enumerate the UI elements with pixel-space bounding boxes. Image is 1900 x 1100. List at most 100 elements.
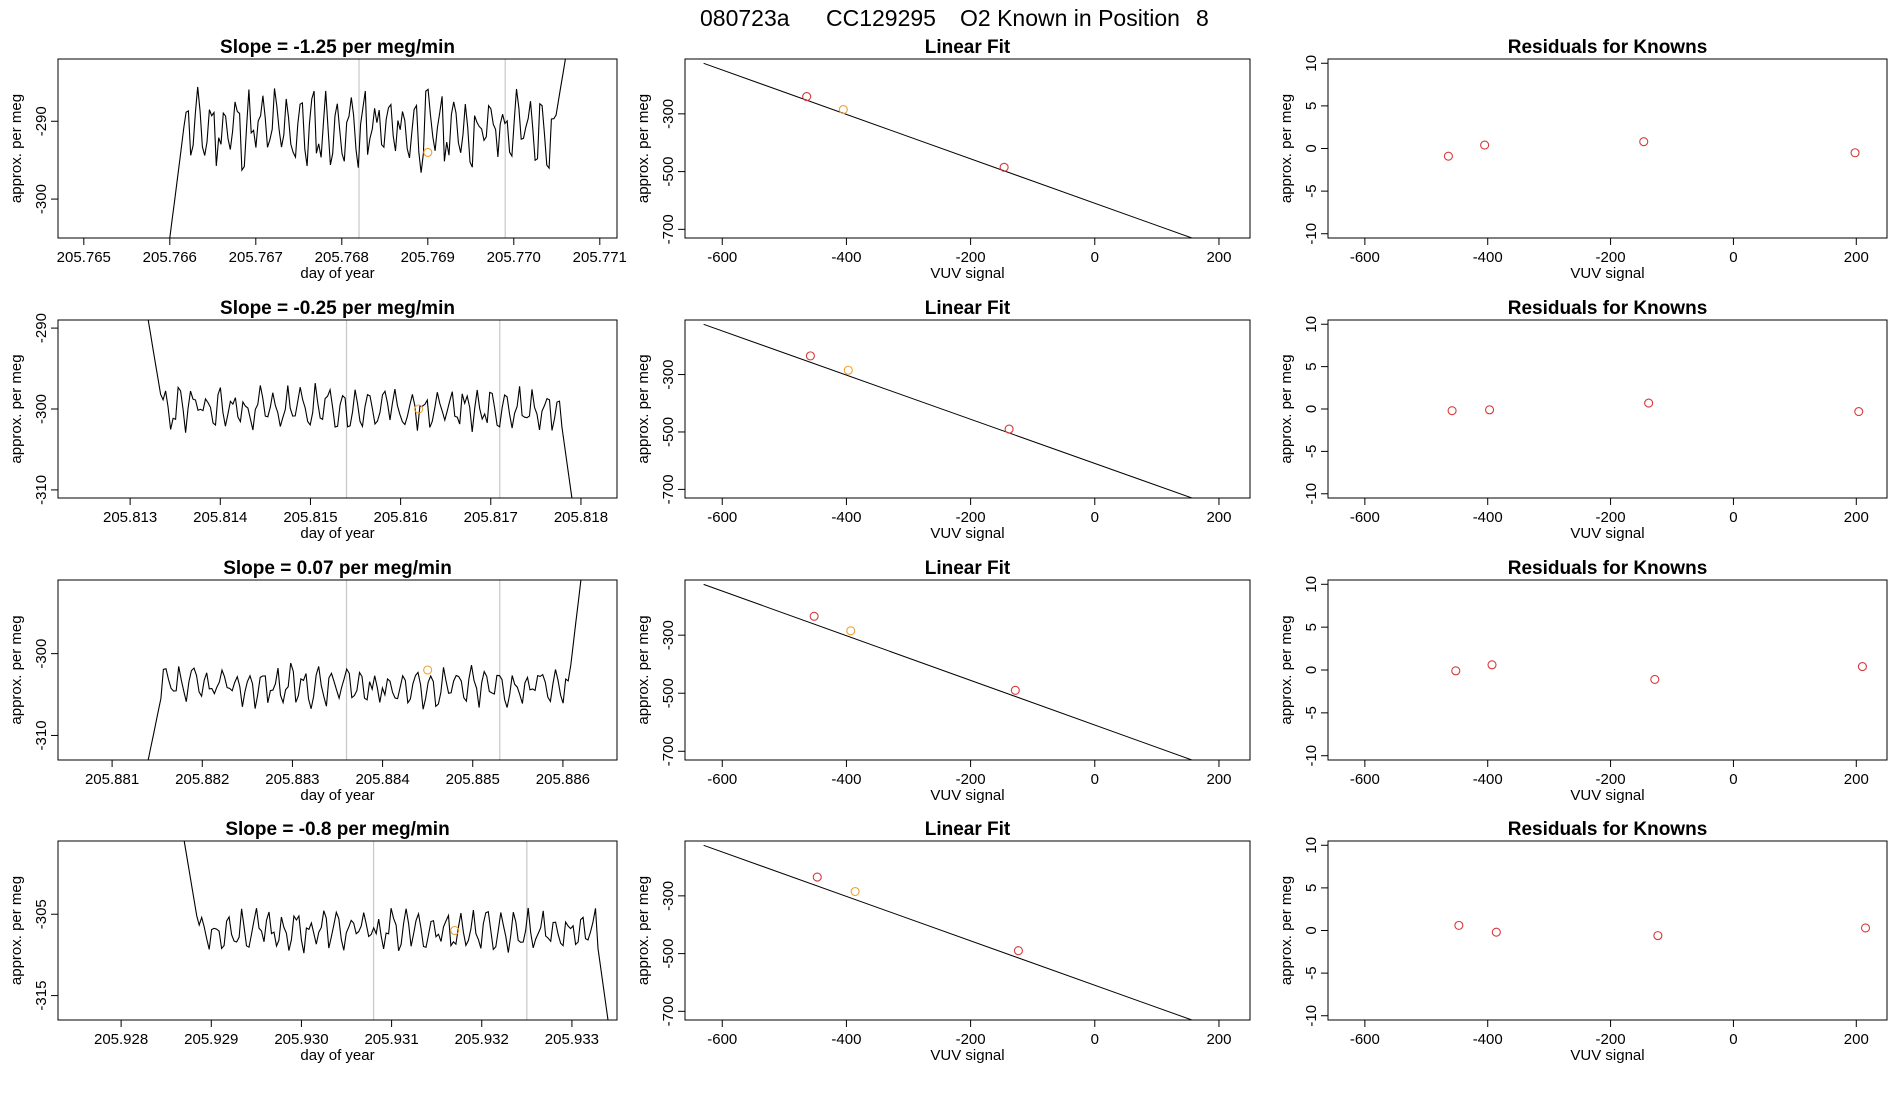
y-tick-label: -10 bbox=[1303, 745, 1320, 767]
panel-linear_fit-3: Linear Fit -600 -400 -200 0 200 -300 -500 -700 VU… bbox=[635, 558, 1251, 804]
x-tick-label: -600 bbox=[707, 1031, 737, 1048]
figure-position-label: O2 Known in Position bbox=[960, 5, 1180, 31]
x-axis-label: VUV signal bbox=[930, 1047, 1004, 1064]
y-tick-label: -300 bbox=[33, 639, 50, 669]
x-tick-label: -200 bbox=[956, 249, 986, 266]
x-tick-label: 205.929 bbox=[184, 1031, 238, 1048]
y-tick-label: -10 bbox=[1303, 1005, 1320, 1027]
x-tick-label: 205.768 bbox=[315, 249, 369, 266]
x-axis-label: VUV signal bbox=[930, 525, 1004, 542]
panel-residuals-4: Residuals for Knowns -600 -400 -200 0 200 10 5 0… bbox=[1278, 819, 1888, 1064]
x-axis-label: VUV signal bbox=[930, 265, 1004, 282]
plot-frame bbox=[1327, 58, 1888, 239]
data-point bbox=[1491, 927, 1501, 937]
x-tick-label: 200 bbox=[1206, 249, 1231, 266]
x-tick-label: -600 bbox=[1350, 249, 1380, 266]
x-tick-label: 205.769 bbox=[401, 249, 455, 266]
plot-area bbox=[183, 841, 609, 1020]
y-tick-label: -300 bbox=[660, 881, 677, 911]
data-point bbox=[1443, 151, 1453, 161]
panel-title: Residuals for Knowns bbox=[1508, 819, 1708, 840]
data-point bbox=[1451, 666, 1461, 676]
x-tick-label: -600 bbox=[707, 771, 737, 788]
x-tick-label: -400 bbox=[831, 771, 861, 788]
y-tick-label: -315 bbox=[33, 981, 50, 1011]
plot-frame bbox=[57, 579, 618, 761]
fit-line bbox=[703, 62, 1194, 238]
panel-title: Linear Fit bbox=[925, 819, 1011, 840]
y-axis-label: approx. per meg bbox=[8, 354, 25, 463]
plot-area bbox=[703, 844, 1194, 1020]
panel-time_series-3: Slope = 0.07 per meg/min 205.881 205.882 20… bbox=[8, 558, 618, 804]
x-tick-label: 0 bbox=[1091, 771, 1099, 788]
x-axis-label: VUV signal bbox=[1570, 265, 1644, 282]
y-tick-label: 10 bbox=[1303, 55, 1320, 72]
y-tick-label: -305 bbox=[33, 899, 50, 929]
panel-time_series-1: Slope = -1.25 per meg/min 205.765 205.766 2… bbox=[8, 37, 627, 282]
x-tick-label: 205.933 bbox=[545, 1031, 599, 1048]
y-tick-label: 10 bbox=[1303, 576, 1320, 593]
plot-area bbox=[1443, 137, 1860, 161]
x-tick-label: 205.884 bbox=[355, 771, 409, 788]
data-point bbox=[1013, 946, 1023, 956]
x-tick-label: 200 bbox=[1206, 771, 1231, 788]
x-tick-label: -400 bbox=[831, 1031, 861, 1048]
x-tick-label: 0 bbox=[1729, 249, 1737, 266]
x-tick-label: 200 bbox=[1844, 249, 1869, 266]
panel-title: Linear Fit bbox=[925, 37, 1011, 58]
panel-residuals-1: Residuals for Knowns -600 -400 -200 0 200 10 5 0… bbox=[1278, 37, 1888, 282]
data-point bbox=[809, 611, 819, 621]
x-tick-label: 205.766 bbox=[143, 249, 197, 266]
data-point bbox=[1650, 674, 1660, 684]
x-tick-label: 0 bbox=[1091, 1031, 1099, 1048]
x-tick-label: 205.816 bbox=[373, 509, 427, 526]
panel-title: Slope = 0.07 per meg/min bbox=[223, 558, 452, 579]
plot-area bbox=[703, 323, 1194, 498]
data-point bbox=[805, 351, 815, 361]
figure-id: 080723a bbox=[700, 5, 790, 31]
data-trace bbox=[183, 841, 609, 1020]
y-axis-label: approx. per meg bbox=[1278, 615, 1295, 724]
data-point bbox=[1010, 685, 1020, 695]
y-tick-label: -700 bbox=[660, 214, 677, 244]
y-tick-label: 0 bbox=[1303, 144, 1320, 152]
y-tick-label: -10 bbox=[1303, 483, 1320, 505]
plot-area bbox=[1451, 660, 1867, 684]
x-tick-label: -400 bbox=[1473, 1031, 1503, 1048]
y-axis-label: approx. per meg bbox=[635, 94, 652, 203]
y-axis-label: approx. per meg bbox=[8, 876, 25, 985]
x-tick-label: -200 bbox=[1596, 249, 1626, 266]
y-tick-label: -500 bbox=[660, 417, 677, 447]
panel-title: Slope = -1.25 per meg/min bbox=[220, 37, 455, 58]
plot-frame bbox=[1327, 579, 1888, 761]
data-point bbox=[1487, 660, 1497, 670]
x-tick-label: 205.882 bbox=[175, 771, 229, 788]
y-tick-label: -300 bbox=[33, 394, 50, 424]
plot-area bbox=[703, 62, 1194, 238]
x-tick-label: -200 bbox=[1596, 509, 1626, 526]
x-tick-label: -600 bbox=[1350, 1031, 1380, 1048]
data-point bbox=[812, 872, 822, 882]
fit-line bbox=[703, 583, 1194, 760]
plot-frame bbox=[684, 58, 1251, 239]
data-point bbox=[1857, 662, 1867, 672]
y-tick-label: 5 bbox=[1303, 102, 1320, 110]
x-tick-label: -600 bbox=[707, 249, 737, 266]
panel-title: Slope = -0.8 per meg/min bbox=[225, 819, 449, 840]
x-tick-label: -200 bbox=[956, 771, 986, 788]
data-point bbox=[1653, 931, 1663, 941]
data-point bbox=[838, 104, 848, 115]
figure-position: 8 bbox=[1196, 5, 1209, 31]
x-axis-label: day of year bbox=[300, 1047, 374, 1064]
y-tick-label: -5 bbox=[1303, 184, 1320, 197]
y-tick-label: -700 bbox=[660, 736, 677, 766]
y-tick-label: -500 bbox=[660, 678, 677, 708]
fit-line bbox=[703, 323, 1194, 498]
x-tick-label: 200 bbox=[1206, 509, 1231, 526]
plot-frame bbox=[57, 319, 618, 499]
known-marker bbox=[423, 147, 433, 157]
x-tick-label: -200 bbox=[956, 1031, 986, 1048]
y-tick-label: -5 bbox=[1303, 966, 1320, 979]
panel-title: Linear Fit bbox=[925, 298, 1011, 319]
x-tick-label: 0 bbox=[1729, 509, 1737, 526]
